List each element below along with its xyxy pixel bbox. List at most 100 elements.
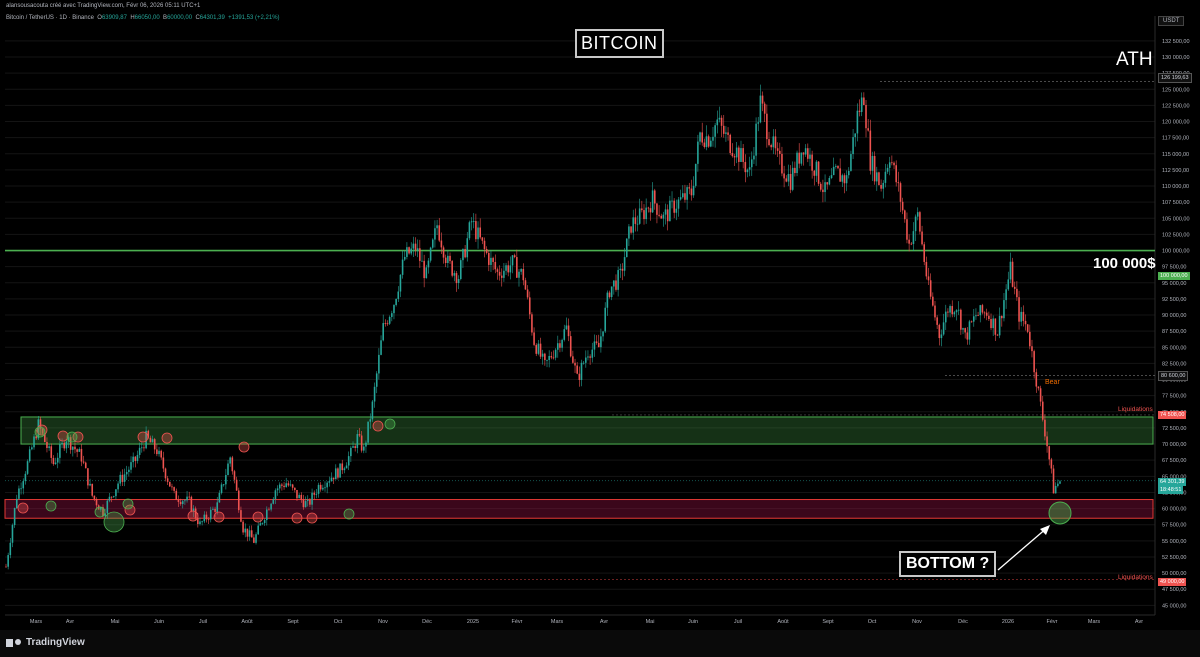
candle-body — [1026, 324, 1029, 332]
candle-body — [391, 313, 393, 317]
candle-body — [731, 153, 734, 157]
candle-body — [914, 216, 917, 232]
candle-body — [1054, 485, 1057, 494]
candle-body — [442, 247, 445, 258]
candle-body — [1003, 300, 1005, 319]
candle-body — [285, 483, 288, 488]
touch-marker-green — [122, 498, 134, 510]
y-tick-label: 105 000,00 — [1162, 216, 1190, 222]
candle-body — [682, 193, 684, 198]
candle-body — [268, 509, 270, 511]
candle-body — [184, 500, 186, 502]
candle-body — [1001, 315, 1003, 319]
currency-button[interactable]: USDT — [1158, 16, 1185, 26]
candle-body — [740, 148, 742, 162]
candle-body — [48, 446, 50, 449]
candle-body — [414, 243, 417, 251]
candle-body — [800, 152, 803, 164]
candle-body — [468, 222, 471, 239]
candle-body — [839, 168, 841, 182]
symbol-name: Bitcoin / TetherUS · 1D · Binance — [6, 15, 94, 21]
candle-body — [399, 274, 402, 292]
candle-body — [1041, 401, 1044, 420]
candle-body — [531, 314, 533, 333]
candle-body — [953, 312, 956, 315]
candle-body — [979, 305, 982, 316]
candle-body — [1020, 311, 1023, 322]
candle-body — [886, 167, 889, 172]
candle-body — [451, 261, 453, 276]
candle-body — [826, 182, 829, 185]
candle-body — [572, 356, 574, 363]
candle-body — [395, 298, 397, 305]
candle-body — [100, 507, 102, 510]
candle-body — [776, 148, 779, 151]
candle-body — [149, 437, 152, 443]
candle-body — [82, 461, 85, 463]
y-tick-label: 122 500,00 — [1162, 103, 1190, 109]
candle-body — [151, 439, 154, 443]
candle-body — [347, 456, 350, 466]
ohlc-close: 64301,39 — [199, 15, 225, 21]
candle-body — [906, 219, 908, 240]
candle-body — [419, 248, 421, 261]
candle-body — [356, 434, 359, 449]
candle-body — [843, 175, 846, 184]
touch-marker-red — [137, 431, 149, 443]
candle-body — [322, 487, 324, 490]
bottom-arrow — [997, 526, 1049, 571]
candle-body — [18, 488, 20, 499]
candle-body — [699, 132, 701, 142]
candle-body — [772, 136, 775, 148]
candle-body — [559, 343, 561, 348]
candle-body — [912, 231, 915, 244]
candle-body — [813, 170, 816, 176]
candle-body — [1057, 483, 1059, 486]
candle-body — [589, 356, 591, 358]
candle-body — [992, 318, 994, 329]
candle-body — [891, 162, 893, 164]
candle-body — [944, 311, 947, 323]
y-tick-label: 107 500,00 — [1162, 200, 1190, 206]
candle-body — [76, 449, 78, 452]
candle-body — [807, 148, 809, 159]
candle-body — [470, 221, 473, 223]
candle-body — [869, 130, 872, 171]
x-tick-label: Juin — [688, 619, 698, 625]
candle-body — [934, 305, 936, 318]
candle-body — [759, 95, 762, 123]
candle-body — [783, 173, 785, 179]
candle-body — [932, 296, 934, 306]
candle-body — [1024, 320, 1027, 325]
candle-body — [919, 212, 921, 232]
candle-body — [35, 436, 37, 439]
candle-body — [828, 177, 831, 185]
candle-body — [214, 508, 216, 512]
level-80k-price-tag: 80 600,00 — [1158, 371, 1189, 381]
candle-body — [985, 312, 988, 316]
candle-body — [520, 268, 522, 272]
candle-body — [819, 183, 822, 190]
y-tick-label: 47 500,00 — [1162, 587, 1186, 593]
tradingview-logo[interactable]: TradingView — [6, 637, 85, 648]
candle-body — [955, 310, 958, 313]
candle-body — [856, 110, 859, 134]
candle-body — [69, 437, 72, 450]
candle-body — [794, 167, 796, 174]
candle-body — [623, 257, 626, 271]
candle-body — [742, 148, 744, 162]
touch-marker-green — [45, 500, 57, 512]
candle-body — [80, 448, 83, 462]
candle-body — [503, 270, 505, 278]
candle-body — [488, 252, 490, 265]
candle-body — [1033, 351, 1035, 373]
candle-body — [947, 311, 949, 313]
candle-body — [121, 474, 124, 482]
x-tick-label: Oct — [334, 619, 343, 625]
candle-body — [725, 132, 727, 134]
candle-body — [201, 521, 203, 523]
candle-body — [850, 154, 852, 171]
y-tick-label: 77 500,00 — [1162, 394, 1186, 400]
candle-body — [845, 175, 848, 184]
